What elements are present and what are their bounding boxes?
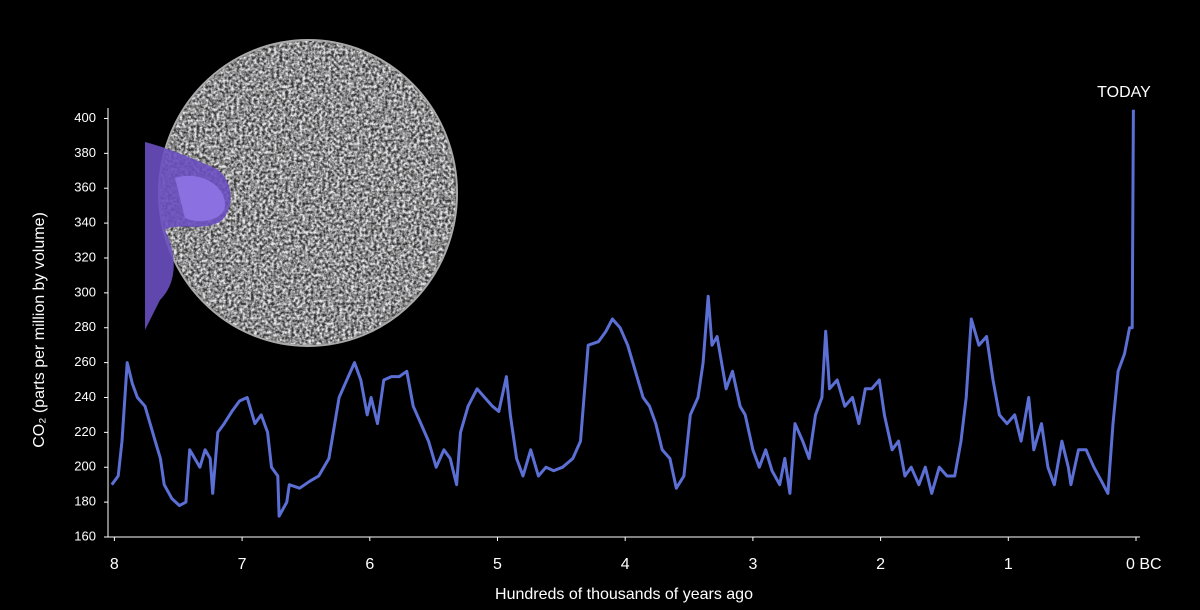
y-tick-label: 300 (74, 284, 96, 299)
y-tick-label: 340 (74, 215, 96, 230)
y-axis-label: CO₂ (parts per million by volume) (31, 212, 48, 448)
y-tick-label: 180 (74, 494, 96, 509)
y-tick-label: 260 (74, 354, 96, 369)
co2-line (110, 109, 1135, 518)
y-tick-label: 200 (74, 459, 96, 474)
x-tick-label: 1 (1004, 556, 1013, 573)
y-tick-label: 360 (74, 180, 96, 195)
x-tick-label: 3 (748, 556, 757, 573)
y-tick-label: 400 (74, 110, 96, 125)
y-tick-label: 380 (74, 145, 96, 160)
today-annotation: TODAY (1097, 84, 1151, 101)
x-axis-label: Hundreds of thousands of years ago (495, 586, 753, 603)
x-tick-label: 0 BC (1126, 556, 1162, 573)
y-tick-label: 240 (74, 389, 96, 404)
x-tick-label: 2 (876, 556, 885, 573)
y-tick-label: 320 (74, 249, 96, 264)
x-tick-label: 6 (365, 556, 374, 573)
x-tick-label: 8 (110, 556, 119, 573)
y-tick-label: 160 (74, 528, 96, 543)
y-tick-label: 220 (74, 424, 96, 439)
x-tick-label: 5 (493, 556, 502, 573)
purple-dye (175, 175, 225, 222)
y-tick-label: 280 (74, 319, 96, 334)
x-tick-label: 4 (621, 556, 630, 573)
axes: 160 180 200 220 240 260 280 300 320 340 360 380 400 8… (74, 108, 1162, 573)
x-tick-label: 7 (238, 556, 247, 573)
ice-photo (145, 39, 458, 347)
